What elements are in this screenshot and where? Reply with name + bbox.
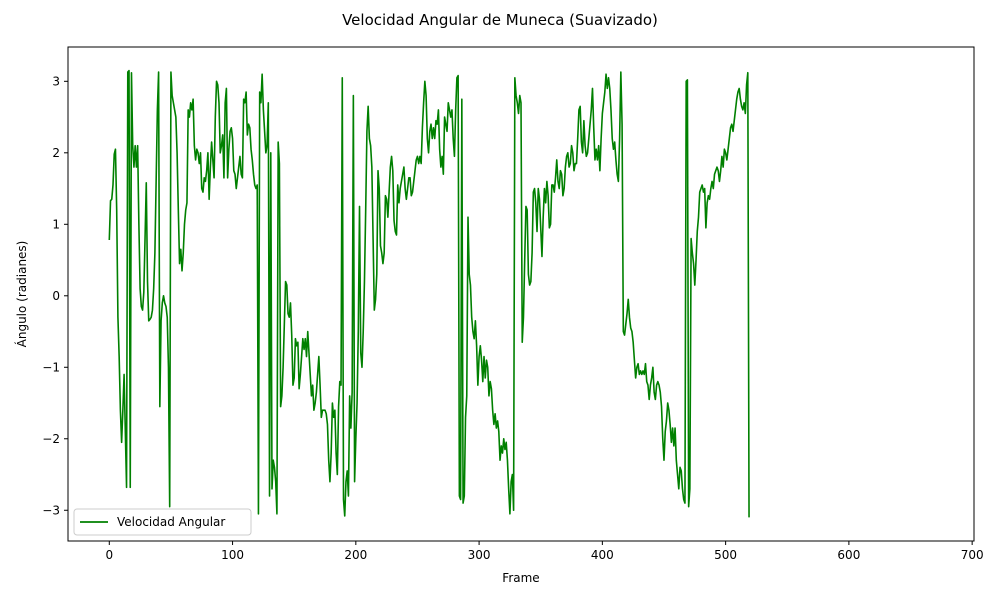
x-tick-label: 400 <box>591 548 614 562</box>
x-tick-label: 700 <box>961 548 984 562</box>
series-line-velocidad-angular <box>108 69 750 518</box>
x-tick-label: 0 <box>105 548 113 562</box>
y-axis-label: Ángulo (radianes) <box>14 241 29 348</box>
x-tick-label: 600 <box>837 548 860 562</box>
y-tick-label: −2 <box>42 432 60 446</box>
x-tick-label: 300 <box>468 548 491 562</box>
y-tick-label: 1 <box>52 217 60 231</box>
legend-label: Velocidad Angular <box>117 515 225 529</box>
x-tick-label: 500 <box>714 548 737 562</box>
y-tick-label: 3 <box>52 74 60 88</box>
x-axis-ticks: 0 100 200 300 400 500 600 700 <box>105 541 984 562</box>
chart-title: Velocidad Angular de Muneca (Suavizado) <box>342 11 658 29</box>
x-axis-label: Frame <box>502 571 539 585</box>
plot-frame <box>67 46 975 542</box>
x-tick-label: 100 <box>221 548 244 562</box>
y-tick-label: 2 <box>52 146 60 160</box>
y-axis-ticks: −3 −2 −1 0 1 2 3 <box>42 74 68 517</box>
legend: Velocidad Angular <box>73 508 252 536</box>
y-tick-label: 0 <box>52 289 60 303</box>
y-tick-label: −3 <box>42 503 60 517</box>
y-tick-label: −1 <box>42 360 60 374</box>
legend-box <box>73 508 252 536</box>
x-tick-label: 200 <box>344 548 367 562</box>
